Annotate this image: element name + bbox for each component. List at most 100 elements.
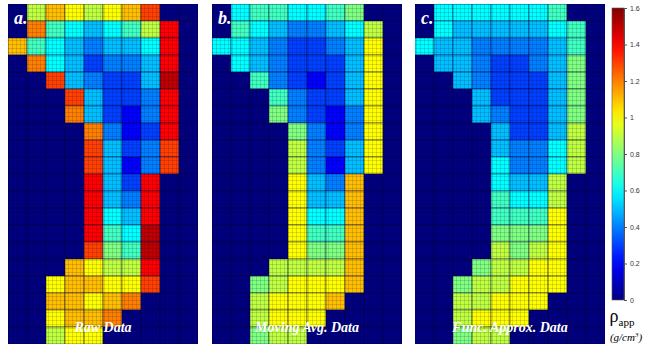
- heatmap-cell: [345, 157, 364, 174]
- fine-grid: [8, 4, 198, 344]
- heatmap-cell: [65, 293, 84, 310]
- heatmap-cell: [8, 327, 27, 344]
- heatmap-cell: [529, 89, 548, 106]
- heatmap-cell: [141, 174, 160, 191]
- heatmap-cell: [472, 276, 491, 293]
- heatmap-cell: [231, 208, 250, 225]
- heatmap-cell: [383, 191, 402, 208]
- heatmap-cell: [179, 4, 198, 21]
- heatmap-cell: [250, 4, 269, 21]
- heatmap-cell: [383, 123, 402, 140]
- heatmap-cell: [453, 174, 472, 191]
- heatmap-cell: [345, 38, 364, 55]
- heatmap-cell: [453, 89, 472, 106]
- heatmap-cell: [345, 276, 364, 293]
- heatmap-cell: [491, 4, 510, 21]
- heatmap-cell: [364, 310, 383, 327]
- heatmap-cell: [434, 106, 453, 123]
- heatmap-cell: [269, 276, 288, 293]
- heatmap-cell: [491, 89, 510, 106]
- heatmap-cell: [65, 174, 84, 191]
- heatmap-cell: [307, 4, 326, 21]
- heatmap-cell: [326, 191, 345, 208]
- heatmap-cell: [122, 225, 141, 242]
- heatmap-cell: [453, 123, 472, 140]
- heatmap-cell: [103, 242, 122, 259]
- heatmap-cell: [510, 157, 529, 174]
- heatmap-cell: [84, 208, 103, 225]
- heatmap-cell: [288, 106, 307, 123]
- heatmap-cell: [212, 191, 231, 208]
- heatmap-cell: [231, 106, 250, 123]
- heatmap-cell: [548, 174, 567, 191]
- colorbar-tick-label: 0.8: [630, 151, 640, 158]
- heatmap-cell: [141, 123, 160, 140]
- heatmap-cell: [84, 21, 103, 38]
- heatmap-cell: [122, 140, 141, 157]
- heatmap-cell: [122, 157, 141, 174]
- heatmap-cell: [586, 310, 605, 327]
- heatmap-cell: [231, 276, 250, 293]
- heatmap-cell: [122, 106, 141, 123]
- heatmap-cell: [231, 157, 250, 174]
- heatmap-cell: [364, 72, 383, 89]
- heatmap-cell: [345, 4, 364, 21]
- heatmap-cell: [345, 140, 364, 157]
- heatmap-cell: [269, 208, 288, 225]
- heatmap-cell: [27, 327, 46, 344]
- heatmap-cell: [269, 106, 288, 123]
- heatmap-cell: [179, 89, 198, 106]
- heatmap-cell: [529, 191, 548, 208]
- heatmap-cell: [586, 72, 605, 89]
- heatmap-cell: [307, 106, 326, 123]
- heatmap-cell: [491, 208, 510, 225]
- heatmap-cell: [141, 72, 160, 89]
- heatmap-cell: [231, 191, 250, 208]
- heatmap-cell: [141, 276, 160, 293]
- heatmap-cell: [415, 38, 434, 55]
- heatmap-cell: [65, 4, 84, 21]
- heatmap-cell: [345, 55, 364, 72]
- heatmap-cell: [179, 276, 198, 293]
- heatmap-cell: [510, 123, 529, 140]
- heatmap-cell: [84, 123, 103, 140]
- colorbar-tick: 0.2: [624, 260, 640, 267]
- heatmap-cell: [122, 242, 141, 259]
- heatmap-cell: [567, 21, 586, 38]
- heatmap-cell: [46, 72, 65, 89]
- heatmap-cell: [179, 174, 198, 191]
- heatmap-cell: [529, 293, 548, 310]
- heatmap-cell: [567, 259, 586, 276]
- heatmap-cell: [472, 123, 491, 140]
- heatmap-cell: [84, 276, 103, 293]
- colorbar-tick-mark: [624, 45, 627, 46]
- heatmap-cell: [510, 242, 529, 259]
- heatmap-cell: [250, 276, 269, 293]
- heatmap-cell: [345, 106, 364, 123]
- heatmap-cell: [548, 4, 567, 21]
- heatmap-cell: [84, 140, 103, 157]
- heatmap-cell: [453, 21, 472, 38]
- heatmap-cell: [326, 157, 345, 174]
- heatmap-cell: [65, 72, 84, 89]
- heatmap-cell: [231, 225, 250, 242]
- heatmap-cell: [122, 191, 141, 208]
- heatmap-cell: [65, 123, 84, 140]
- colorbar-tick-label: 0.6: [630, 187, 640, 194]
- heatmap-cell: [27, 242, 46, 259]
- heatmap-cell: [529, 259, 548, 276]
- heatmap-cell: [179, 140, 198, 157]
- heatmap-cell: [510, 55, 529, 72]
- heatmap-cell: [453, 242, 472, 259]
- panel-title: Func. Approx. Data: [451, 320, 567, 335]
- heatmap-cell: [434, 259, 453, 276]
- heatmap-cell: [8, 174, 27, 191]
- heatmap-cell: [179, 208, 198, 225]
- heatmap-cell: [84, 225, 103, 242]
- heatmap-cell: [84, 242, 103, 259]
- heatmap-cell: [84, 4, 103, 21]
- heatmap-cell: [46, 208, 65, 225]
- heatmap-cell: [250, 21, 269, 38]
- colorbar-tick: 0.4: [624, 224, 640, 231]
- colorbar-tick-label: 1.6: [630, 5, 640, 12]
